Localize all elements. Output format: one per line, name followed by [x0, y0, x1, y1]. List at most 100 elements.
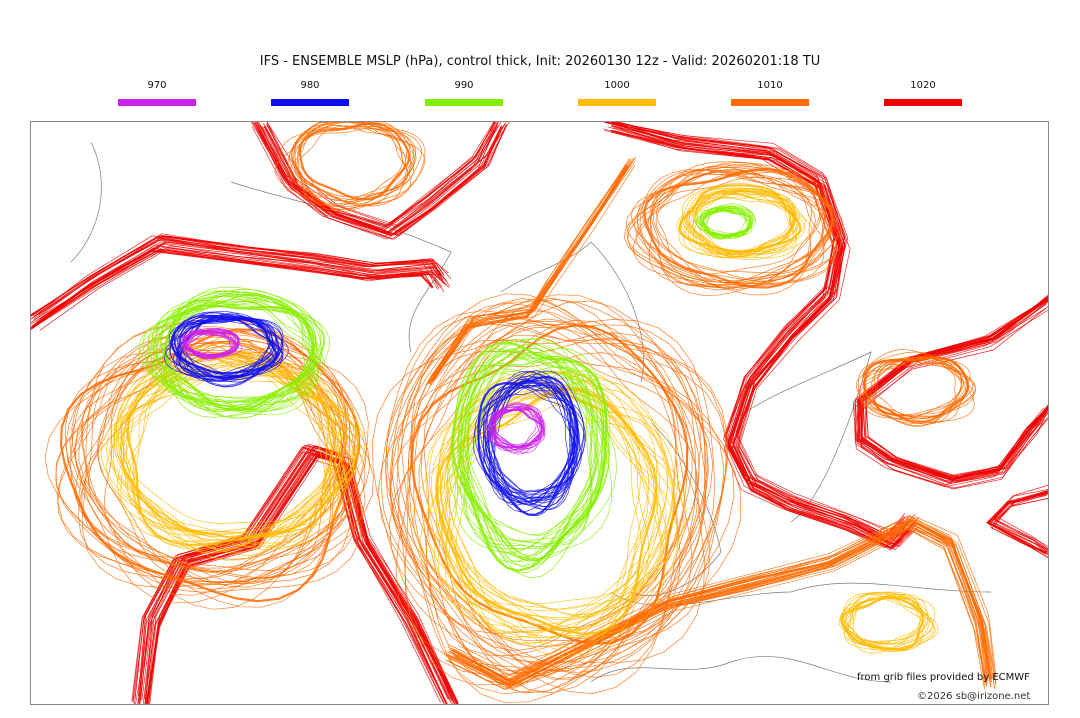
- isobar-990: [152, 294, 317, 411]
- isobar-1000: [679, 189, 794, 254]
- legend-item-990: 990: [425, 80, 503, 106]
- legend-item-1000: 1000: [578, 80, 656, 106]
- isobar-1020: [258, 128, 496, 240]
- isobar-1020: [148, 454, 459, 704]
- isobar-1000: [455, 393, 661, 610]
- isobar-990: [695, 204, 753, 237]
- isobar-1020: [861, 301, 1048, 484]
- isobar-1010: [448, 523, 992, 684]
- isobar-1010: [386, 298, 725, 686]
- legend-swatch: [884, 99, 962, 106]
- isobar-1020: [857, 297, 1048, 482]
- isobar-990: [138, 286, 319, 406]
- isobar-1010: [289, 122, 414, 200]
- isobar-1000: [121, 354, 356, 550]
- isobar-990: [465, 347, 610, 549]
- isobar-1020: [31, 239, 441, 323]
- isobar-1000: [435, 387, 674, 657]
- isobar-1010: [863, 362, 967, 427]
- isobar-1010: [627, 167, 835, 288]
- isobar-1020: [148, 454, 459, 704]
- isobar-1020: [989, 497, 1048, 558]
- isobar-990: [700, 206, 748, 234]
- isobar-990: [460, 343, 610, 548]
- isobar-1010: [377, 299, 705, 664]
- isobar-1020: [988, 492, 1048, 555]
- isobar-1010: [424, 167, 626, 388]
- isobar-1000: [412, 370, 666, 638]
- isobar-990: [147, 293, 317, 412]
- legend-label: 1000: [604, 80, 630, 91]
- isobar-1000: [843, 591, 934, 645]
- legend-label: 980: [300, 80, 320, 91]
- isobar-1020: [137, 457, 448, 704]
- isobar-1020: [31, 247, 434, 329]
- isobar-1010: [59, 328, 361, 603]
- isobar-1010: [409, 332, 706, 680]
- isobar-1020: [255, 124, 498, 234]
- isobar-990: [452, 347, 610, 579]
- isobar-1000: [688, 193, 790, 254]
- isobar-1000: [105, 352, 332, 535]
- isobar-1010: [859, 359, 957, 417]
- isobar-1020: [608, 126, 911, 549]
- isobar-990: [459, 353, 605, 568]
- isobar-1010: [274, 122, 411, 208]
- isobar-990: [462, 366, 597, 562]
- isobar-980: [482, 382, 581, 516]
- isobar-1010: [294, 122, 426, 211]
- coastline: [730, 351, 872, 523]
- isobar-1020: [139, 449, 447, 704]
- legend-item-980: 980: [271, 80, 349, 106]
- isobar-1010: [447, 524, 988, 687]
- isobar-1010: [74, 346, 334, 579]
- isobar-1010: [434, 165, 636, 389]
- isobar-1000: [105, 358, 341, 541]
- isobar-1020: [146, 445, 459, 704]
- isobar-1020: [614, 122, 918, 539]
- isobar-990: [700, 207, 751, 237]
- isobar-1020: [861, 298, 1048, 477]
- isobar-1000: [425, 374, 674, 655]
- isobar-1010: [858, 357, 975, 424]
- isobar-1000: [448, 394, 660, 633]
- isobar-1020: [993, 489, 1048, 547]
- isobar-1020: [853, 301, 1047, 486]
- isobar-980: [174, 316, 280, 383]
- isobar-1020: [140, 445, 451, 701]
- isobar-1020: [611, 122, 911, 539]
- isobar-1010: [863, 358, 969, 423]
- legend-swatch: [731, 99, 809, 106]
- isobar-990: [152, 293, 306, 398]
- isobar-1000: [437, 379, 675, 649]
- isobar-1020: [31, 247, 443, 327]
- isobar-1010: [433, 156, 637, 379]
- isobar-1000: [112, 354, 343, 547]
- isobar-1010: [289, 122, 426, 212]
- coastline: [590, 656, 892, 683]
- coastline: [230, 181, 452, 353]
- isobar-1010: [445, 527, 985, 690]
- isobar-980: [483, 380, 569, 492]
- isobar-1020: [604, 129, 905, 549]
- isobar-1020: [613, 122, 916, 533]
- isobar-990: [466, 357, 600, 536]
- isobar-1020: [865, 298, 1048, 478]
- isobar-990: [153, 293, 330, 418]
- isobar-1010: [426, 167, 629, 385]
- isobar-1010: [297, 124, 408, 202]
- isobar-1010: [64, 329, 368, 608]
- isobar-1020: [992, 490, 1048, 551]
- isobar-1000: [692, 196, 797, 259]
- isobar-1020: [603, 122, 906, 539]
- isobar-1010: [427, 164, 631, 384]
- isobar-1010: [55, 328, 363, 593]
- isobar-990: [460, 355, 599, 561]
- isobar-1010: [69, 331, 346, 579]
- legend-swatch: [118, 99, 196, 106]
- isobar-1010: [57, 333, 366, 590]
- legend-item-1010: 1010: [731, 80, 809, 106]
- isobar-1010: [864, 358, 963, 420]
- isobar-1020: [31, 238, 444, 319]
- isobar-1010: [297, 128, 407, 205]
